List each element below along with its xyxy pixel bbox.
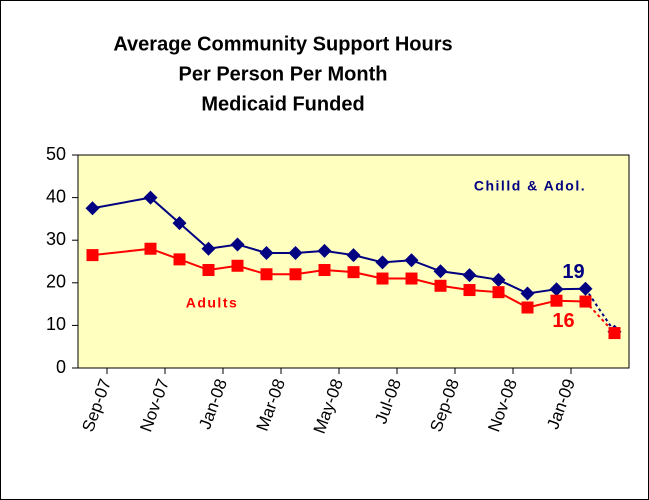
- marker: [347, 266, 360, 279]
- chart-title: Per Person Per Month: [179, 63, 388, 85]
- marker: [172, 216, 187, 231]
- marker: [608, 327, 621, 340]
- chart-title: Average Community Support Hours: [113, 33, 452, 55]
- marker: [260, 268, 273, 281]
- series-label: Chilld & Adol.: [474, 178, 586, 194]
- marker: [201, 241, 216, 256]
- marker: [143, 190, 158, 205]
- marker: [434, 279, 447, 292]
- marker: [405, 272, 418, 285]
- marker: [521, 301, 534, 314]
- y-tick-label: 50: [46, 144, 66, 164]
- value-label: 19: [562, 261, 584, 283]
- marker: [318, 264, 331, 277]
- marker: [231, 259, 244, 272]
- marker: [376, 272, 389, 285]
- marker: [491, 272, 506, 287]
- marker: [289, 268, 302, 281]
- marker: [202, 264, 215, 277]
- y-tick-label: 20: [46, 272, 66, 292]
- y-tick-label: 30: [46, 229, 66, 249]
- series-label: Adults: [186, 295, 239, 311]
- marker: [549, 282, 564, 297]
- marker: [85, 201, 100, 216]
- marker: [462, 268, 477, 283]
- marker: [550, 294, 563, 307]
- marker: [346, 248, 361, 263]
- marker: [317, 243, 332, 258]
- marker: [173, 253, 186, 266]
- marker: [492, 286, 505, 299]
- y-tick-label: 10: [46, 314, 66, 334]
- marker: [404, 253, 419, 268]
- marker: [578, 281, 593, 296]
- marker: [86, 249, 99, 262]
- marker: [230, 237, 245, 252]
- marker: [144, 242, 157, 255]
- marker: [579, 295, 592, 308]
- marker: [463, 284, 476, 297]
- y-tick-label: 40: [46, 186, 66, 206]
- marker: [288, 245, 303, 260]
- y-tick-label: 0: [56, 357, 66, 377]
- value-label: 16: [552, 310, 574, 332]
- chart-title: Medicaid Funded: [201, 93, 364, 115]
- marker: [520, 286, 535, 301]
- marker: [433, 264, 448, 279]
- marker: [375, 255, 390, 270]
- marker: [259, 245, 274, 260]
